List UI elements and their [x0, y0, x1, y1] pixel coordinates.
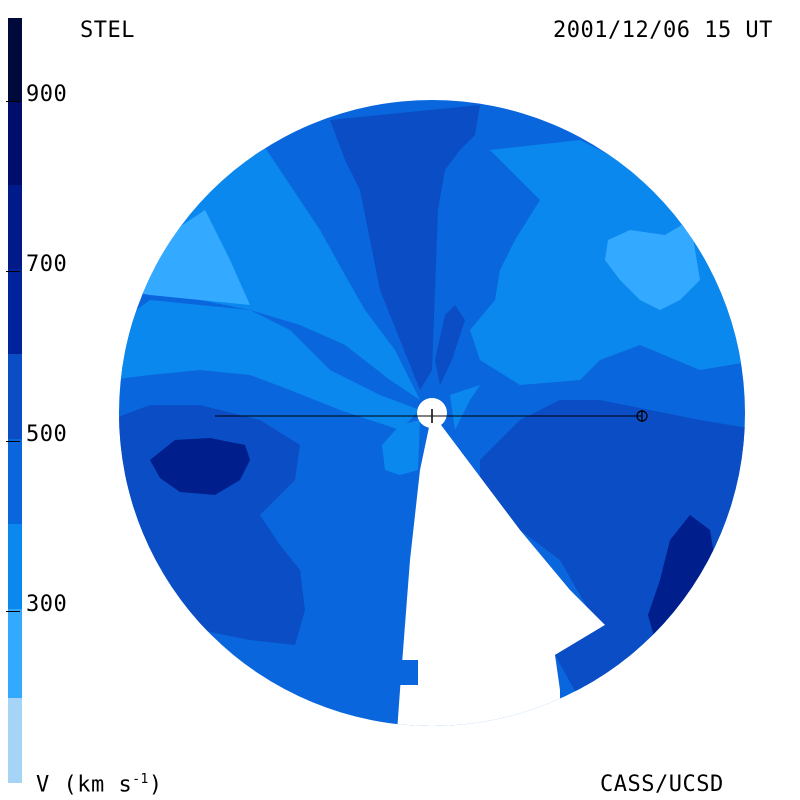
colorbar-tick-label: 300 — [26, 592, 68, 617]
contour-400 — [450, 385, 480, 430]
unit-label-close: ) — [148, 772, 163, 798]
colorbar-segment — [8, 269, 22, 354]
contour-700 — [150, 438, 250, 495]
colorbar-segment — [8, 524, 22, 609]
colorbar-tick — [6, 101, 20, 102]
contour-400 — [382, 420, 420, 475]
colorbar-segment — [8, 609, 22, 698]
instrument-label: STEL — [80, 18, 135, 43]
contour-600 — [330, 105, 480, 390]
contour-500 — [400, 660, 418, 685]
colorbar-segment — [8, 101, 22, 185]
colorbar-tick-label: 500 — [26, 422, 68, 447]
contour-600 — [435, 305, 465, 385]
unit-label-text: V (km s — [36, 772, 133, 798]
colorbar-tick — [6, 441, 20, 442]
velocity-colorbar — [8, 18, 22, 783]
credit-label: CASS/UCSD — [600, 772, 724, 797]
contour-600 — [555, 625, 650, 700]
colorbar-segment — [8, 354, 22, 439]
data-gap-wedge — [395, 413, 605, 726]
colorbar-segment — [8, 18, 22, 101]
colorbar-segment — [8, 439, 22, 524]
contour-300 — [605, 220, 700, 310]
colorbar-tick — [6, 611, 20, 612]
contour-300 — [120, 210, 250, 305]
colorbar-tick-label: 700 — [26, 252, 68, 277]
contour-700 — [648, 515, 715, 640]
contour-600 — [405, 290, 418, 330]
contour-400 — [119, 300, 420, 430]
unit-label-exponent: -1 — [132, 772, 149, 787]
colorbar-segment — [8, 185, 22, 269]
colorbar-unit-label: V (km s-1) — [36, 772, 163, 797]
colorbar-tick-label: 900 — [26, 82, 68, 107]
timestamp-label: 2001/12/06 15 UT — [553, 18, 773, 43]
colorbar-tick — [6, 271, 20, 272]
colorbar-segment — [8, 698, 22, 783]
